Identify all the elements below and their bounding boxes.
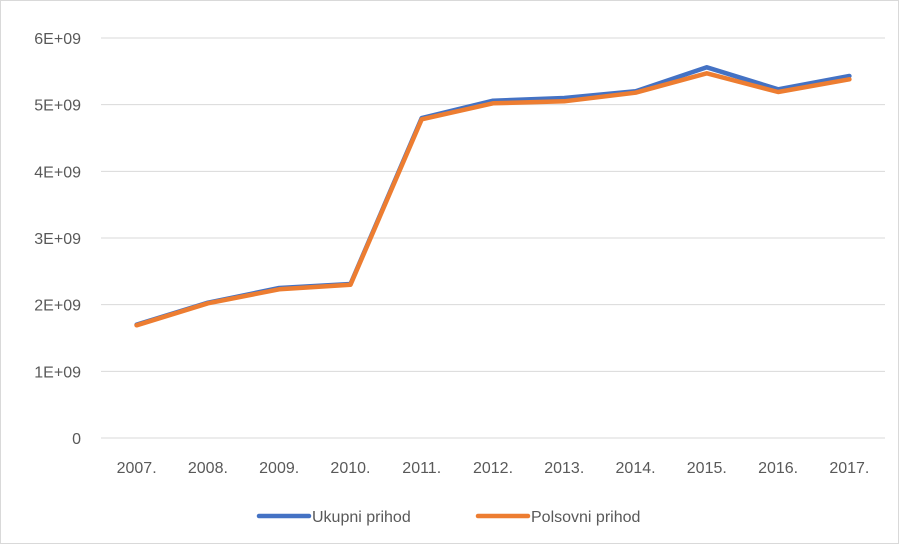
y-tick-label: 1E+09 — [34, 364, 81, 381]
legend: Ukupni prihod Polsovni prihod — [259, 509, 640, 526]
x-tick-label: 2011. — [402, 460, 441, 477]
x-tick-label: 2008. — [188, 460, 228, 477]
y-tick-label: 6E+09 — [34, 31, 81, 48]
x-tick-label: 2007. — [117, 460, 157, 477]
x-tick-label: 2014. — [616, 460, 656, 477]
x-tick-label: 2013. — [544, 460, 584, 477]
y-tick-label: 5E+09 — [34, 98, 81, 115]
series-line-2 — [137, 73, 850, 325]
y-tick-label: 4E+09 — [34, 164, 81, 181]
legend-label: Polsovni prihod — [531, 509, 640, 526]
y-tick-label: 2E+09 — [34, 298, 81, 315]
x-tick-label: 2009. — [259, 460, 299, 477]
x-tick-label: 2016. — [758, 460, 798, 477]
x-tick-label: 2012. — [473, 460, 513, 477]
legend-label: Ukupni prihod — [312, 509, 411, 526]
series-lines — [137, 67, 850, 325]
x-tick-label: 2010. — [330, 460, 370, 477]
gridlines — [101, 38, 885, 438]
x-tick-label: 2015. — [687, 460, 727, 477]
x-axis-tick-labels: 2007. 2008. 2009. 2010. 2011. 2012. 2013. 2014.… — [117, 460, 870, 477]
y-tick-label: 3E+09 — [34, 231, 81, 248]
series-line-1 — [137, 67, 850, 324]
x-tick-label: 2017. — [829, 460, 869, 477]
y-tick-label: 0 — [72, 431, 81, 448]
y-axis-tick-labels: 0 1E+09 2E+09 3E+09 4E+09 5E+09 6E+09 — [34, 31, 81, 448]
